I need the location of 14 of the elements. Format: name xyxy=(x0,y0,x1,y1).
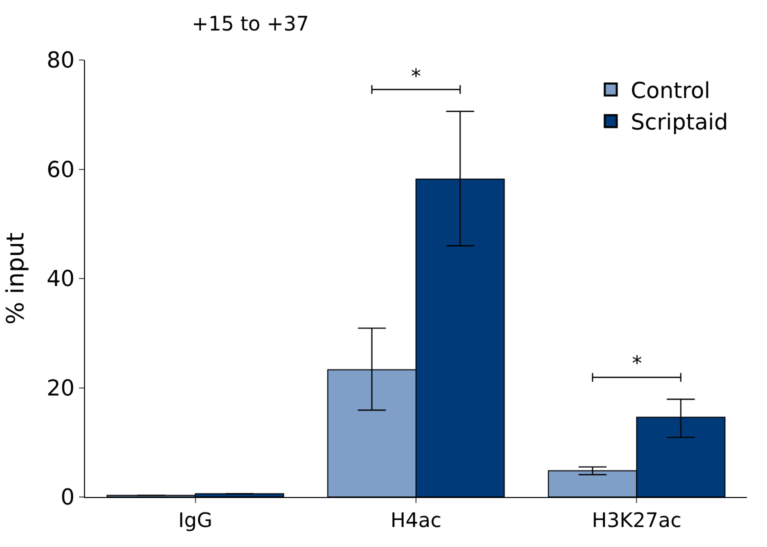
legend-label: Scriptaid xyxy=(630,110,728,136)
x-tick-label: H3K27ac xyxy=(592,508,682,532)
annotation: * xyxy=(411,64,421,88)
y-tick-label: 60 xyxy=(46,158,75,183)
y-tick-label: 0 xyxy=(60,486,75,511)
chart-title: +15 to +37 xyxy=(192,11,309,36)
x-tick-label: H4ac xyxy=(390,508,442,532)
y-tick-label: 20 xyxy=(46,376,75,402)
y-tick-label: 80 xyxy=(46,48,75,74)
y-axis-title: % input xyxy=(2,232,30,325)
x-tick-label: IgG xyxy=(178,508,212,532)
annotation: * xyxy=(632,351,642,375)
y-tick-label: 40 xyxy=(46,267,75,292)
legend-label: Control xyxy=(630,79,710,104)
